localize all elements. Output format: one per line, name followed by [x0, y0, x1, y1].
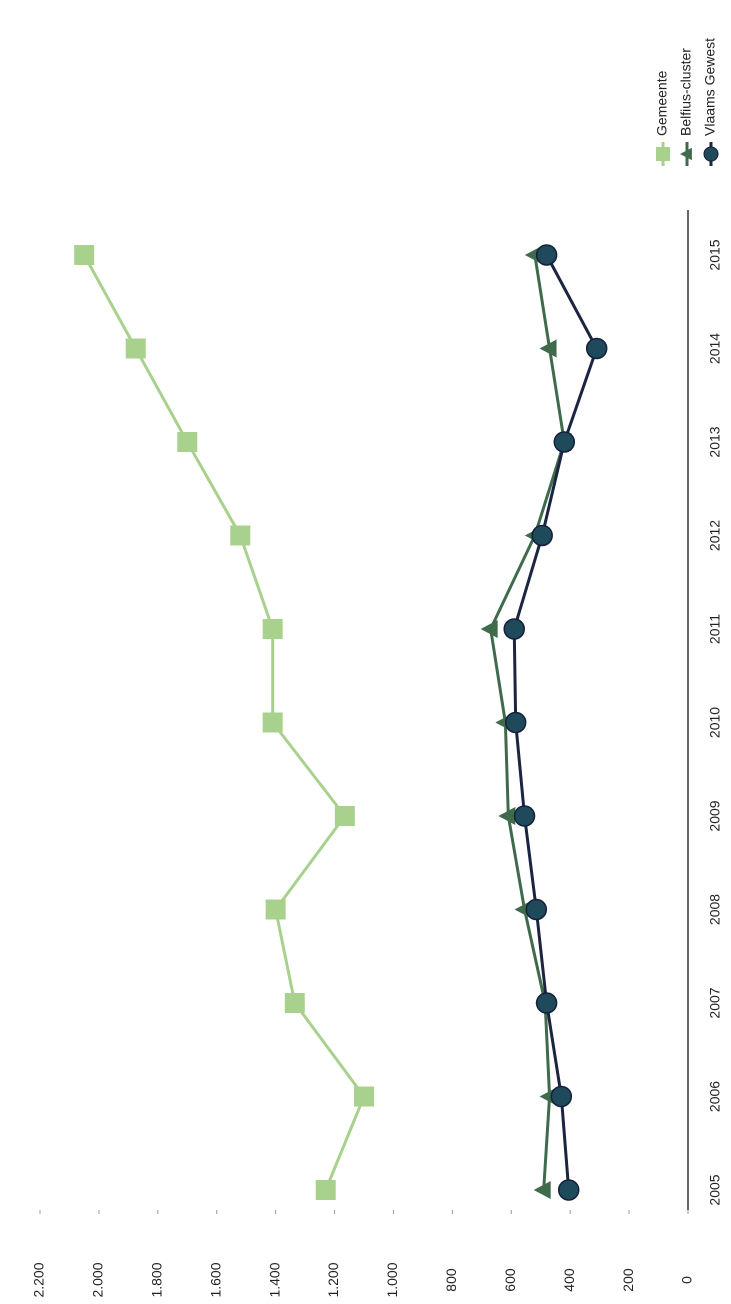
y-tick-label: 1.600 [207, 1262, 223, 1297]
marker [354, 1086, 374, 1107]
marker [531, 524, 553, 547]
marker [125, 338, 146, 359]
marker [539, 339, 557, 358]
x-tick-label: 2006 [707, 1081, 723, 1112]
y-tick-label: 1.000 [384, 1262, 400, 1297]
x-tick-label: 2005 [707, 1174, 723, 1205]
y-tick-label: 1.800 [149, 1262, 165, 1297]
legend-marker [703, 146, 719, 162]
legend-label: Vlaams Gewest [702, 38, 718, 136]
x-tick-label: 2012 [707, 520, 723, 551]
y-tick-label: 400 [561, 1268, 577, 1292]
marker [265, 899, 286, 920]
marker [513, 805, 536, 827]
y-tick-label: 2.000 [90, 1262, 106, 1297]
x-tick-label: 2010 [707, 707, 723, 738]
x-tick-label: 2014 [707, 333, 723, 364]
marker [262, 712, 283, 733]
plot-area: 0 200 400 600 800 1.000 1.200 1.400 1.600 1.800 2.… [31, 38, 723, 1298]
marker [498, 807, 516, 825]
y-tick-label: 0 [679, 1276, 695, 1284]
marker [284, 993, 305, 1013]
marker [177, 432, 198, 452]
x-tick-label: 2009 [707, 800, 723, 831]
y-tick-label: 2.200 [31, 1262, 47, 1297]
marker [503, 618, 525, 640]
x-tick-label: 2007 [707, 987, 723, 1018]
marker [262, 619, 283, 639]
marker [533, 1181, 551, 1199]
x-tick-label: 2011 [707, 614, 723, 644]
marker [504, 711, 527, 734]
marker [230, 525, 251, 546]
marker [557, 1179, 580, 1201]
marker [550, 1085, 573, 1108]
y-tick-label: 1.400 [266, 1262, 282, 1297]
y-tick-label: 1.200 [325, 1262, 341, 1297]
x-tick-label: 2008 [707, 894, 723, 925]
marker [525, 898, 548, 921]
y-tick-label: 200 [620, 1268, 636, 1292]
series-line [82, 254, 366, 1191]
legend-label: Belfius-cluster [678, 48, 694, 136]
legend-marker [679, 147, 692, 161]
x-tick-label: 2015 [707, 239, 723, 270]
marker [315, 1180, 336, 1200]
marker [334, 806, 355, 826]
legend-label: Gemeente [654, 70, 670, 136]
marker [535, 244, 558, 266]
x-tick-label: 2013 [707, 426, 723, 457]
marker [553, 431, 576, 453]
y-tick-label: 800 [443, 1268, 459, 1292]
y-tick-label: 600 [502, 1268, 518, 1292]
marker [585, 337, 608, 360]
marker [74, 245, 95, 265]
legend-marker [655, 147, 670, 162]
marker [480, 620, 498, 638]
marker [535, 992, 558, 1014]
